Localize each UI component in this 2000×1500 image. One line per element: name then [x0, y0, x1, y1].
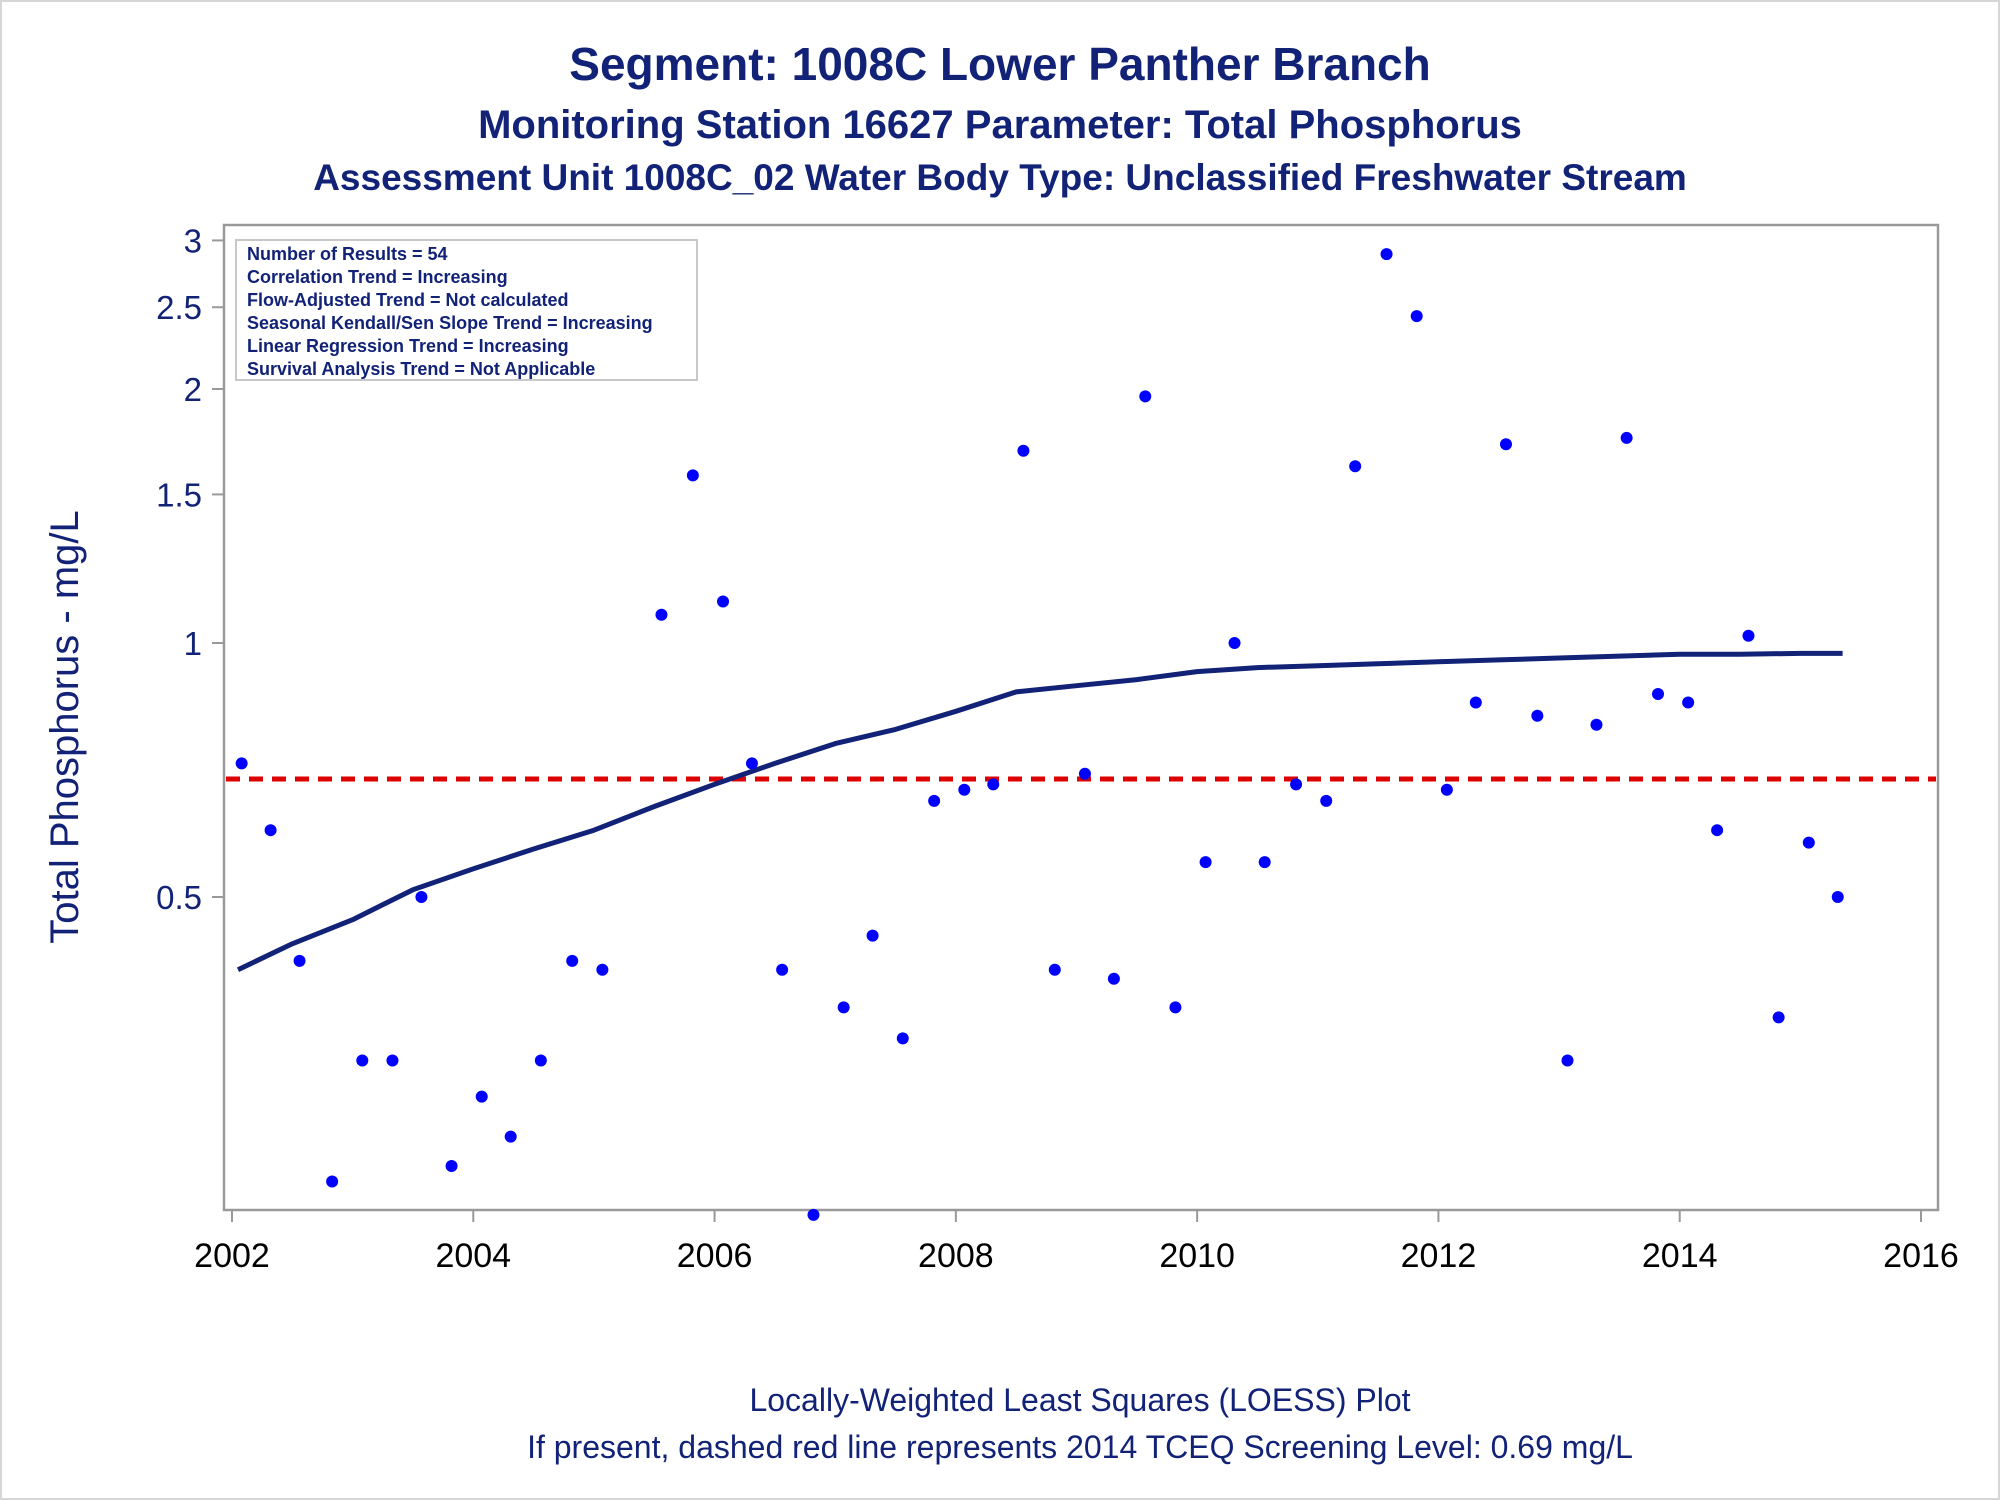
data-point [1349, 460, 1362, 473]
data-point [1742, 629, 1755, 642]
data-point [1258, 856, 1271, 869]
data-point [1290, 778, 1303, 791]
y-tick-label: 1.5 [156, 476, 202, 513]
data-point [235, 757, 248, 770]
footnote-loess: Locally-Weighted Least Squares (LOESS) P… [749, 1382, 1410, 1418]
data-point [1682, 696, 1695, 709]
data-point [807, 1208, 820, 1221]
data-point [1802, 836, 1815, 849]
data-point [837, 1001, 850, 1014]
data-point [1831, 891, 1844, 903]
data-point [1620, 431, 1633, 444]
data-point [1199, 856, 1212, 869]
stats-legend-line: Correlation Trend = Increasing [247, 267, 508, 287]
chart-subtitle: Monitoring Station 16627 Parameter: Tota… [478, 103, 1522, 147]
data-point [1772, 1011, 1785, 1024]
data-point [1017, 444, 1030, 457]
loess-curve [236, 650, 1843, 972]
data-point [326, 1175, 339, 1188]
chart-title: Segment: 1008C Lower Panther Branch [569, 38, 1430, 90]
y-tick-label: 2.5 [156, 289, 202, 326]
data-point [776, 963, 789, 976]
stats-legend-line: Linear Regression Trend = Increasing [247, 336, 569, 356]
chart-subtitle-2: Assessment Unit 1008C_02 Water Body Type… [313, 157, 1687, 198]
y-tick-label: 0.5 [156, 879, 202, 916]
plot-area-frame [222, 223, 1940, 1212]
data-point [1711, 824, 1724, 837]
data-point [475, 1090, 488, 1103]
y-tick-label: 3 [184, 222, 202, 259]
data-point [1139, 390, 1152, 403]
data-point [1320, 794, 1333, 807]
data-point [1410, 310, 1423, 323]
stats-legend-frame [235, 239, 698, 381]
stats-legend-line: Number of Results = 54 [247, 244, 448, 264]
data-point [1561, 1054, 1574, 1067]
data-point [1469, 696, 1482, 709]
data-point [1048, 963, 1061, 976]
data-point [1169, 1001, 1182, 1014]
data-point [686, 469, 699, 482]
x-tick-label: 2006 [677, 1237, 753, 1275]
data-point [386, 1054, 399, 1067]
data-point [566, 954, 579, 967]
data-point [1531, 709, 1544, 722]
data-point [445, 1159, 458, 1172]
x-tick-label: 2016 [1883, 1237, 1959, 1275]
data-point [1228, 637, 1241, 649]
x-tick-label: 2002 [194, 1237, 270, 1275]
data-point [264, 824, 277, 837]
footnote-screening: If present, dashed red line represents 2… [527, 1429, 1633, 1465]
data-point [293, 954, 306, 967]
data-point [928, 794, 941, 807]
data-point [1499, 438, 1512, 451]
data-point [717, 595, 730, 608]
stats-legend-box: Number of Results = 54 Correlation Trend … [235, 239, 698, 381]
stats-legend-line: Seasonal Kendall/Sen Slope Trend = Incre… [247, 313, 653, 333]
data-point [1380, 248, 1393, 261]
x-tick-label: 2008 [918, 1237, 994, 1275]
data-point [356, 1054, 369, 1067]
x-tick-label: 2012 [1401, 1237, 1477, 1275]
data-point [745, 757, 758, 770]
data-point [987, 778, 1000, 791]
x-tick-label: 2010 [1159, 1237, 1235, 1275]
data-point [596, 963, 609, 976]
stats-legend-line: Survival Analysis Trend = Not Applicable [247, 359, 595, 379]
y-tick-label: 2 [184, 371, 202, 408]
x-tick-label: 2014 [1642, 1237, 1718, 1275]
y-tick-label: 1 [184, 625, 202, 662]
data-point [415, 891, 428, 903]
data-point [1651, 688, 1664, 701]
stats-legend-line: Flow-Adjusted Trend = Not calculated [247, 290, 569, 310]
data-point [655, 608, 668, 621]
y-axis-label: Total Phosphorus - mg/L [43, 510, 87, 944]
data-point [958, 783, 971, 796]
data-point [504, 1130, 517, 1143]
data-point [896, 1032, 909, 1045]
x-tick-label: 2004 [435, 1237, 511, 1275]
data-point [534, 1054, 547, 1067]
data-point [1440, 783, 1453, 796]
data-point [1078, 767, 1091, 780]
data-point [866, 929, 879, 942]
data-point [1107, 972, 1120, 985]
data-point [1590, 718, 1603, 731]
